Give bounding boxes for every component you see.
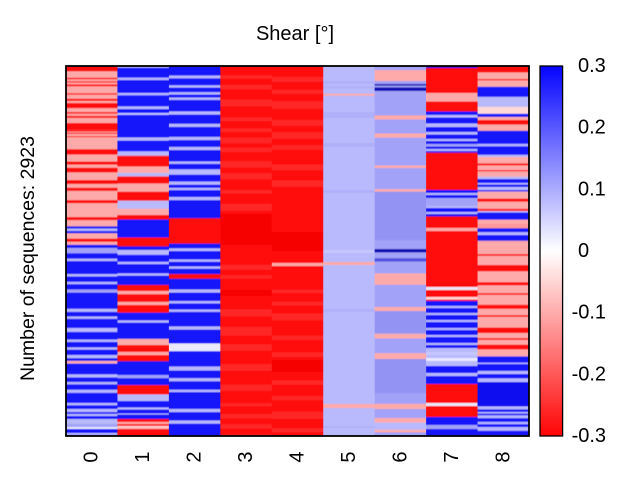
svg-text:-0.3: -0.3 xyxy=(572,425,606,447)
svg-text:0.2: 0.2 xyxy=(578,117,606,139)
svg-text:-0.1: -0.1 xyxy=(572,302,606,324)
svg-text:3: 3 xyxy=(235,451,257,462)
svg-text:Number of sequences: 2923: Number of sequences: 2923 xyxy=(17,136,39,381)
svg-text:4: 4 xyxy=(287,451,309,462)
svg-text:8: 8 xyxy=(492,451,514,462)
svg-text:0: 0 xyxy=(81,451,103,462)
svg-text:7: 7 xyxy=(441,451,463,462)
svg-text:2: 2 xyxy=(184,451,206,462)
svg-text:0: 0 xyxy=(578,240,589,262)
svg-text:6: 6 xyxy=(389,451,411,462)
svg-text:-0.2: -0.2 xyxy=(572,363,606,385)
svg-text:0.1: 0.1 xyxy=(578,178,606,200)
svg-text:5: 5 xyxy=(338,451,360,462)
svg-text:0.3: 0.3 xyxy=(578,55,606,77)
svg-text:1: 1 xyxy=(132,451,154,462)
svg-text:Shear [°]: Shear [°] xyxy=(256,23,334,45)
